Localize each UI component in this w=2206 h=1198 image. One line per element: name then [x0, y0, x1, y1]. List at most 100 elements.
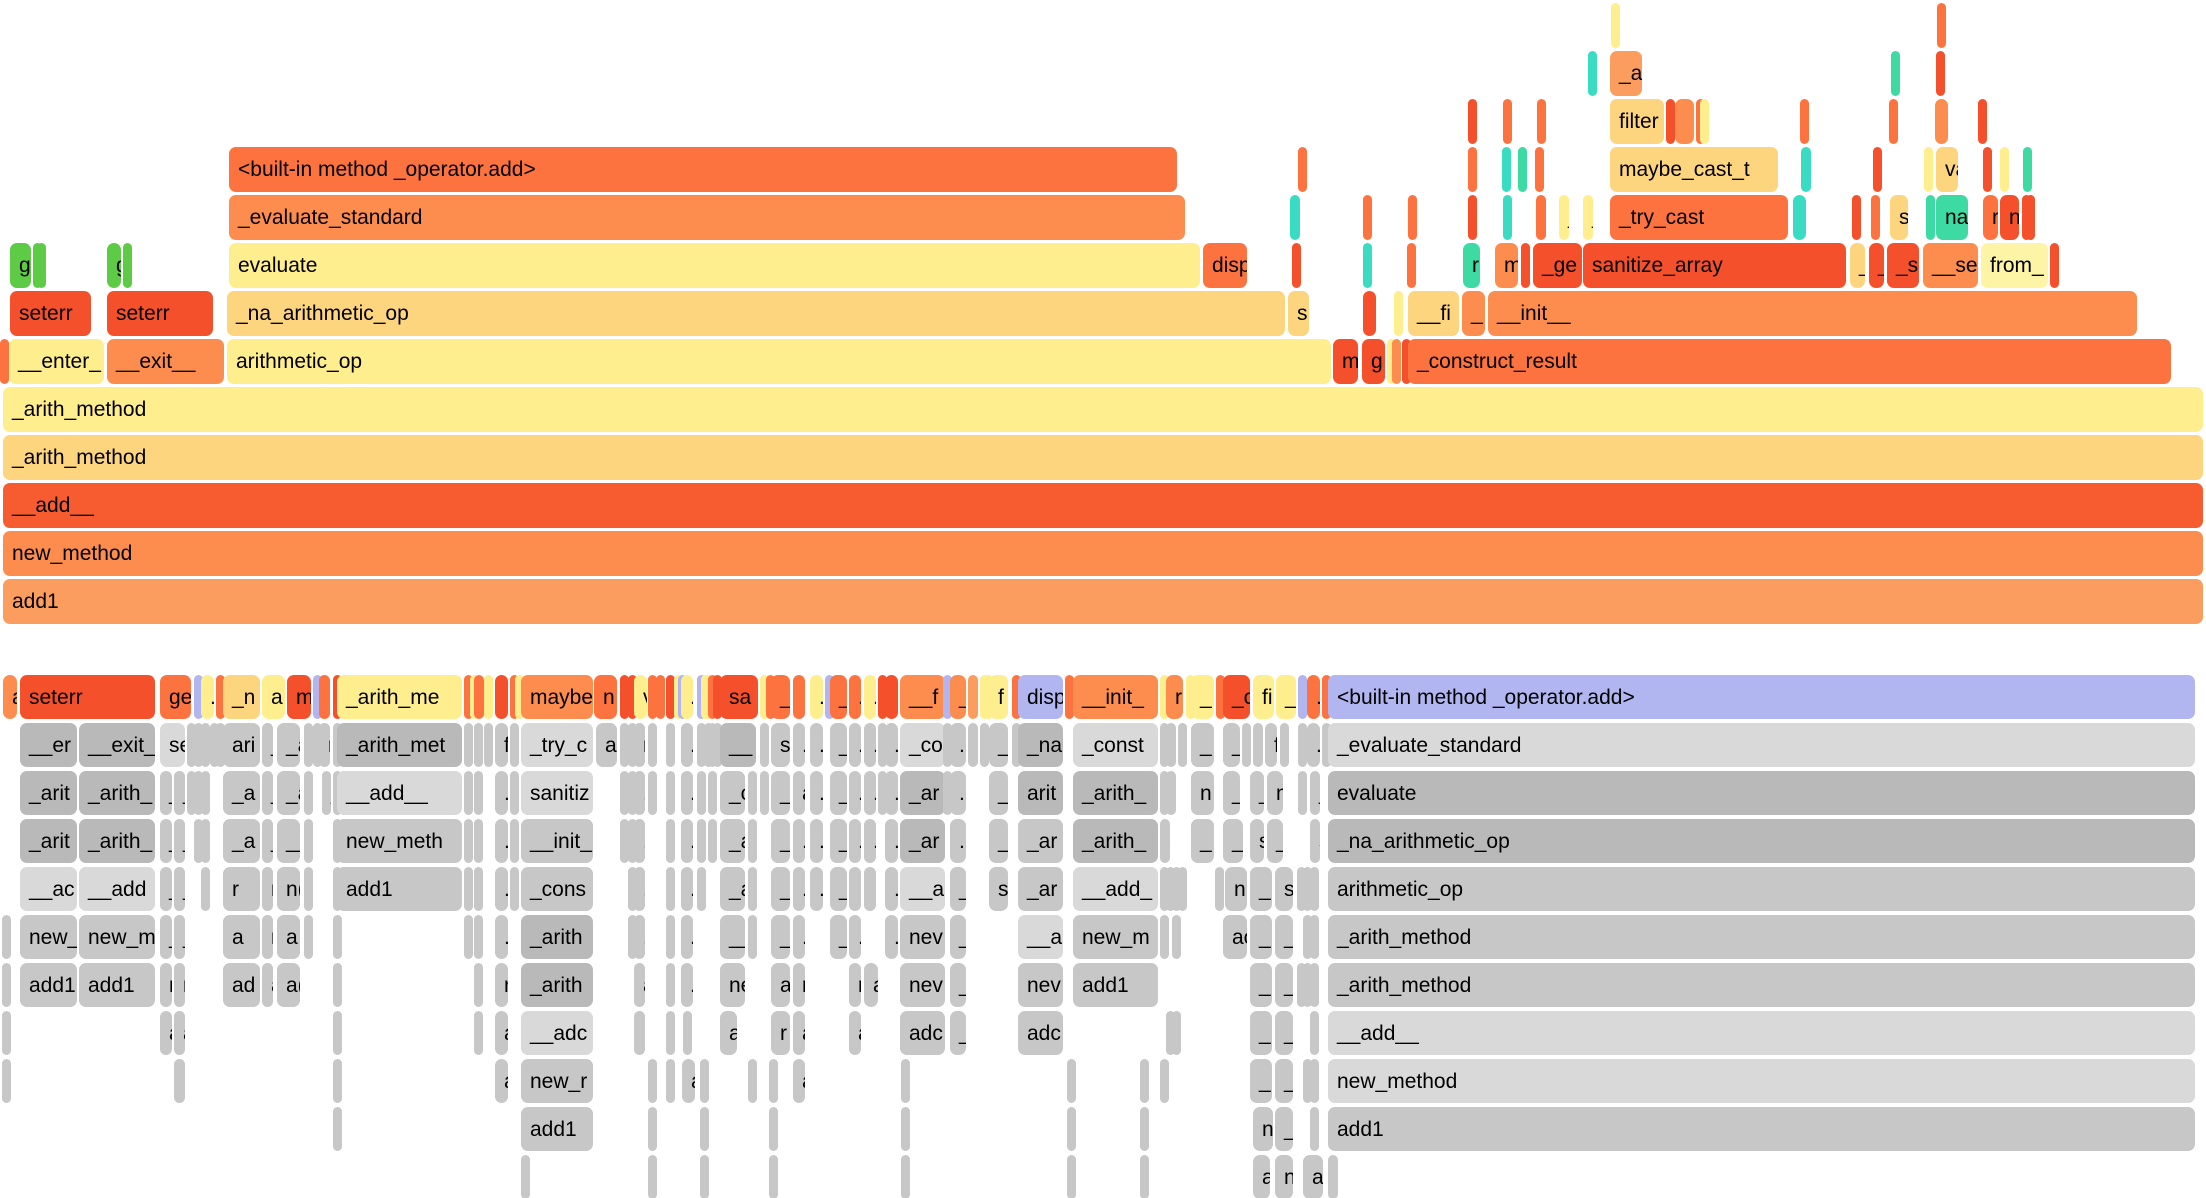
frame-bar[interactable]: nev [900, 963, 945, 1007]
frame-bar[interactable] [620, 771, 629, 815]
frame-bar[interactable]: r [683, 1011, 692, 1055]
frame-bar[interactable] [333, 1059, 342, 1103]
frame-bar[interactable]: . [849, 915, 861, 959]
frame-bar[interactable]: a [1303, 1155, 1323, 1198]
frame-bar[interactable]: _c [1223, 675, 1250, 719]
frame-bar[interactable]: s [771, 723, 790, 767]
frame-bar[interactable]: _arit [20, 819, 77, 863]
frame-bar[interactable] [1140, 1107, 1149, 1151]
frame-bar[interactable]: m [287, 675, 311, 719]
frame-bar[interactable]: add1 [521, 1107, 593, 1151]
frame-bar[interactable]: __a [900, 867, 945, 911]
frame-bar[interactable] [648, 1107, 657, 1151]
frame-bar[interactable] [1537, 99, 1546, 144]
frame-bar[interactable]: a [682, 1059, 695, 1103]
frame-bar[interactable] [210, 723, 219, 767]
frame-bar[interactable]: r [174, 963, 185, 1007]
frame-bar[interactable]: _ [1250, 1059, 1272, 1103]
frame-bar[interactable] [766, 675, 775, 719]
frame-bar[interactable]: . [634, 771, 645, 815]
frame-bar[interactable]: <built-in method _operator.add> [229, 147, 1177, 192]
frame-bar[interactable]: _a [720, 867, 745, 911]
frame-bar[interactable] [901, 1155, 910, 1198]
frame-bar[interactable] [648, 771, 657, 815]
frame-bar[interactable]: . [1310, 867, 1319, 911]
frame-bar[interactable]: . [810, 867, 823, 911]
frame-bar[interactable]: n [2000, 195, 2019, 240]
frame-bar[interactable]: _a [277, 771, 300, 815]
frame-bar[interactable] [708, 771, 717, 815]
frame-bar[interactable] [1588, 51, 1597, 96]
frame-bar[interactable]: r [1310, 1107, 1319, 1151]
frame-bar[interactable] [1297, 963, 1306, 1007]
frame-bar[interactable] [484, 723, 493, 767]
frame-bar[interactable] [628, 867, 637, 911]
frame-bar[interactable] [864, 867, 876, 911]
frame-bar[interactable] [187, 723, 196, 767]
frame-bar[interactable]: new_ [20, 915, 77, 959]
frame-bar[interactable] [1303, 963, 1312, 1007]
frame-bar[interactable]: _ [771, 915, 790, 959]
frame-bar[interactable]: _a [277, 723, 300, 767]
frame-bar[interactable]: _arith_me [337, 675, 462, 719]
frame-bar[interactable] [464, 867, 473, 911]
frame-bar[interactable] [1067, 1059, 1076, 1103]
frame-bar[interactable]: r [495, 963, 508, 1007]
frame-bar[interactable] [666, 963, 675, 1007]
frame-bar[interactable]: arithmetic_op [1328, 867, 2195, 911]
frame-bar[interactable] [1160, 867, 1169, 911]
frame-bar[interactable] [1387, 339, 1396, 384]
frame-bar[interactable]: __add_ [1073, 867, 1158, 911]
frame-bar[interactable] [697, 867, 706, 911]
frame-bar[interactable]: _ [989, 723, 1008, 767]
frame-bar[interactable] [313, 675, 322, 719]
frame-bar[interactable]: ari [223, 723, 260, 767]
frame-bar[interactable]: g [1362, 339, 1385, 384]
frame-bar[interactable] [194, 771, 203, 815]
frame-bar[interactable]: . [849, 819, 861, 863]
frame-bar[interactable]: . [885, 915, 898, 959]
frame-bar[interactable] [474, 723, 483, 767]
frame-bar[interactable] [1801, 147, 1811, 192]
frame-bar[interactable]: r [849, 963, 861, 1007]
frame-bar[interactable] [510, 771, 519, 815]
frame-bar[interactable]: se [160, 723, 185, 767]
frame-bar[interactable]: s [1250, 819, 1264, 863]
frame-bar[interactable]: __init_ [521, 819, 593, 863]
frame-bar[interactable]: _ [1250, 963, 1272, 1007]
frame-bar[interactable] [748, 867, 757, 911]
frame-bar[interactable]: r [223, 867, 260, 911]
frame-bar[interactable]: _ [830, 867, 847, 911]
frame-bar[interactable]: a [1160, 819, 1170, 863]
frame-bar[interactable]: filter [1610, 99, 1664, 144]
frame-bar[interactable] [1502, 147, 1511, 192]
frame-bar[interactable]: __add__ [337, 771, 462, 815]
frame-bar[interactable] [474, 963, 483, 1007]
frame-bar[interactable]: __a [1018, 915, 1063, 959]
frame-bar[interactable]: _ [1250, 867, 1272, 911]
frame-bar[interactable] [2050, 243, 2059, 288]
frame-bar[interactable] [1303, 915, 1312, 959]
frame-bar[interactable] [1160, 675, 1169, 719]
frame-bar[interactable] [656, 675, 665, 719]
frame-bar[interactable]: . [885, 819, 898, 863]
frame-bar[interactable]: add1 [20, 963, 77, 1007]
frame-bar[interactable]: _ [1275, 1011, 1293, 1055]
frame-bar[interactable]: new_m [79, 915, 155, 959]
frame-bar[interactable]: _ [950, 867, 966, 911]
frame-bar[interactable]: adc [1018, 1011, 1063, 1055]
frame-bar[interactable] [666, 819, 675, 863]
frame-bar[interactable] [1871, 195, 1880, 240]
frame-bar[interactable]: . [793, 867, 805, 911]
frame-bar[interactable]: _ [1275, 915, 1293, 959]
frame-bar[interactable]: . [1310, 915, 1319, 959]
frame-bar[interactable] [474, 915, 483, 959]
frame-bar[interactable]: n [262, 867, 273, 911]
frame-bar[interactable]: _na_arithmetic_op [227, 291, 1285, 336]
frame-bar[interactable]: add1 [79, 963, 155, 1007]
frame-bar[interactable] [760, 723, 769, 767]
frame-bar[interactable]: r [1983, 195, 1998, 240]
frame-bar[interactable]: . [681, 819, 693, 863]
frame-bar[interactable]: s [1275, 867, 1293, 911]
frame-bar[interactable]: new_m [1073, 915, 1158, 959]
